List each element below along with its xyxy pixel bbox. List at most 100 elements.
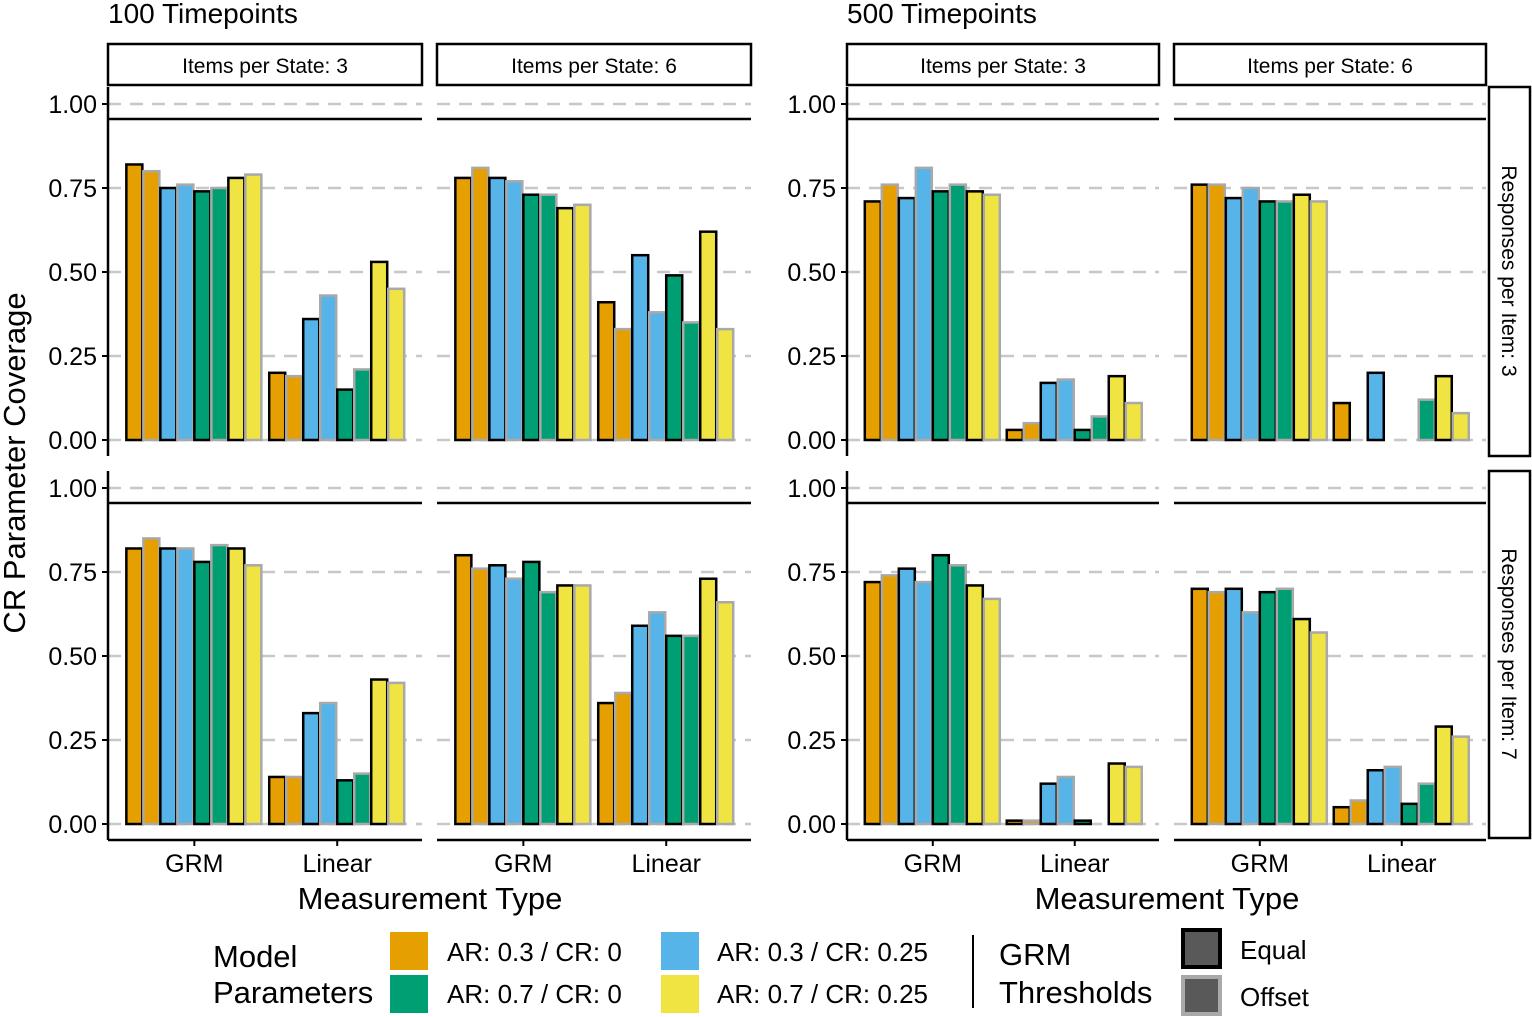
y-tick-label: 0.75 [48, 175, 97, 203]
legend-label-ar03-cr025: AR: 0.3 / CR: 0.25 [717, 937, 928, 967]
bar-linear-series-3 [630, 253, 650, 442]
bar-grm-series-2 [471, 166, 490, 442]
bar-linear-series-6 [1090, 415, 1110, 442]
legend-label-ar03-cr0: AR: 0.3 / CR: 0 [447, 937, 622, 967]
bar-grm-series-1 [863, 200, 883, 442]
bar-linear-series-8 [715, 600, 735, 826]
legend-thresholds-title-line1: GRM [999, 937, 1071, 972]
y-tick-label: 0.75 [787, 559, 836, 587]
panel-2-4: GRM Linear [1174, 486, 1486, 878]
y-tick-label: 0.50 [48, 259, 97, 287]
block-title-500-timepoints: 500 Timepoints [847, 0, 1037, 29]
bar-linear-series-4 [1383, 765, 1403, 826]
bar-grm-series-4 [176, 183, 195, 442]
bar-linear-series-1 [1005, 819, 1025, 826]
bar-grm-series-6 [948, 564, 968, 826]
bar-grm-series-5 [1258, 590, 1278, 826]
bar-grm-series-5 [193, 560, 212, 826]
bar-linear-series-1 [596, 300, 616, 442]
legend: Model Parameters AR: 0.3 / CR: 0 AR: 0.3… [213, 928, 1310, 1016]
strip-label: Items per State: 6 [1247, 55, 1413, 78]
row-strip-label: Responses per Item: 7 [1497, 548, 1520, 759]
legend-key-ar07-cr0 [390, 975, 428, 1013]
panel-1-1: 0.00 0.25 0.50 0.75 1.00 [48, 87, 422, 456]
bar-grm-series-1 [1190, 587, 1210, 826]
bar-grm-series-5 [193, 190, 212, 442]
bar-grm-series-3 [488, 564, 507, 826]
bar-linear-series-4 [647, 611, 667, 826]
bar-grm-series-2 [880, 574, 900, 826]
bar-linear-series-7 [369, 678, 389, 826]
panels-layer: 0.00 0.25 0.50 0.75 1.00 0.00 0.25 0.50 0.75 1.00… [48, 87, 1486, 878]
bar-grm-series-7 [556, 584, 575, 826]
bar-linear-series-6 [681, 321, 701, 442]
bar-grm-series-8 [1309, 631, 1329, 826]
bar-linear-series-5 [1073, 819, 1093, 826]
bar-grm-series-4 [914, 580, 934, 826]
column-strip-100-items-3: Items per State: 3 [106, 42, 424, 87]
bar-grm-series-1 [1190, 183, 1210, 442]
panel-2-1: GRM Linear 0.00 0.25 0.50 0.75 1.00 [48, 471, 422, 878]
bar-grm-series-2 [142, 169, 161, 442]
bar-linear-series-4 [318, 701, 338, 826]
x-tick-label-linear: Linear [302, 850, 372, 878]
legend-model-title-line2: Parameters [213, 975, 373, 1010]
bar-grm-series-7 [965, 190, 985, 442]
bar-linear-series-1 [1005, 428, 1025, 442]
y-tick-label: 0.00 [787, 427, 836, 455]
bar-linear-series-7 [698, 577, 718, 826]
bar-grm-series-2 [1207, 590, 1227, 826]
bar-grm-series-6 [1275, 587, 1295, 826]
bar-linear-series-5 [335, 388, 355, 442]
x-axis-title-100: Measurement Type [298, 881, 563, 916]
bar-grm-series-2 [471, 567, 490, 826]
bar-grm-series-1 [454, 176, 473, 442]
bar-linear-series-7 [698, 230, 718, 442]
legend-label-ar07-cr0: AR: 0.7 / CR: 0 [447, 979, 622, 1009]
bar-linear-series-3 [301, 711, 321, 826]
bar-linear-series-7 [369, 260, 389, 442]
bar-grm-series-1 [863, 580, 883, 826]
bar-linear-series-2 [613, 691, 633, 826]
x-tick-label-grm: GRM [494, 850, 552, 878]
y-tick-label: 0.75 [787, 175, 836, 203]
legend-label-equal: Equal [1240, 935, 1307, 965]
column-strip-500-items-3: Items per State: 3 [845, 42, 1161, 87]
bar-linear-series-2 [284, 374, 304, 442]
bar-linear-series-7 [1107, 374, 1127, 442]
bar-grm-series-5 [522, 193, 541, 442]
y-tick-label: 0.75 [48, 559, 97, 587]
bar-grm-series-7 [227, 547, 246, 826]
bar-linear-series-3 [630, 624, 650, 826]
panel-1-3: 0.00 0.25 0.50 0.75 1.00 [787, 87, 1159, 456]
x-tick-label-linear: Linear [631, 850, 701, 878]
bar-linear-series-7 [1434, 374, 1454, 442]
y-axis-title: CR Parameter Coverage [0, 292, 32, 633]
bar-grm-series-2 [1207, 183, 1227, 442]
bar-linear-series-8 [386, 681, 406, 826]
bar-grm-series-8 [573, 203, 592, 442]
bar-linear-series-5 [664, 634, 684, 826]
panel-1-2 [437, 102, 751, 442]
x-tick-label-grm: GRM [904, 850, 962, 878]
bar-linear-series-8 [715, 327, 735, 442]
bar-grm-series-4 [505, 180, 524, 442]
bar-linear-series-2 [1349, 799, 1369, 826]
block-title-100-timepoints: 100 Timepoints [108, 0, 298, 29]
y-tick-label: 1.00 [48, 475, 97, 503]
panel-1-4 [1174, 102, 1486, 442]
y-tick-label: 0.25 [48, 727, 97, 755]
bar-linear-series-1 [596, 701, 616, 826]
legend-model-title-line1: Model [213, 939, 297, 974]
bar-grm-series-8 [244, 564, 263, 826]
bar-linear-series-7 [1107, 762, 1127, 826]
row-strip-responses-3: Responses per Item: 3 [1487, 85, 1532, 458]
panel-2-3: GRM Linear 0.00 0.25 0.50 0.75 1.00 [787, 471, 1159, 878]
y-tick-label: 0.00 [787, 811, 836, 839]
legend-key-ar07-cr025 [661, 975, 699, 1013]
column-strip-100-items-6: Items per State: 6 [435, 42, 753, 87]
legend-key-ar03-cr0 [390, 932, 428, 970]
row-strip-label: Responses per Item: 3 [1497, 165, 1520, 376]
x-tick-label-grm: GRM [1231, 850, 1289, 878]
